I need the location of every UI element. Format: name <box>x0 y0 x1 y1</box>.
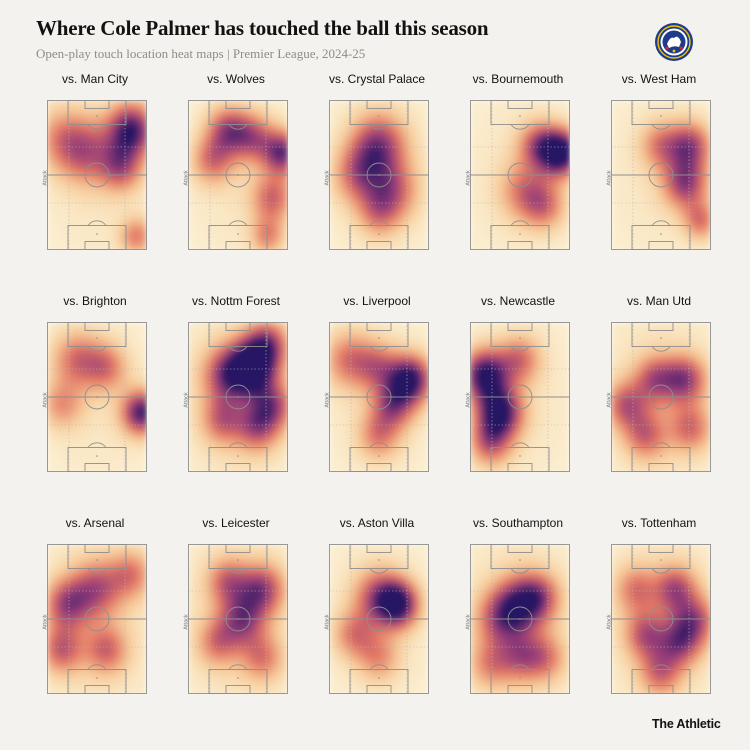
opponent-label: vs. Crystal Palace <box>328 72 426 86</box>
pitch-heatmap <box>470 322 570 472</box>
heatmap-panel: vs. Leicester Attack <box>171 516 301 726</box>
heat-density <box>47 100 147 250</box>
pitch-heatmap <box>329 322 429 472</box>
heat-density <box>470 544 570 694</box>
heatmap-panel: vs. Tottenham Attack <box>594 516 724 726</box>
pitch-heatmap <box>329 100 429 250</box>
pitch-heatmap <box>470 544 570 694</box>
heat-density <box>470 100 570 250</box>
opponent-label: vs. Newcastle <box>480 294 556 308</box>
pitch-heatmap <box>329 544 429 694</box>
heatmap-panel: vs. Man City Attack <box>30 72 160 282</box>
heatmap-panel: vs. Aston Villa Attack <box>312 516 442 726</box>
heatmap-panel: vs. West Ham Attack <box>594 72 724 282</box>
pitch-heatmap <box>47 544 147 694</box>
pitch-heatmap <box>188 544 288 694</box>
heat-density <box>611 544 711 694</box>
pitch-heatmap <box>47 100 147 250</box>
pitch-heatmap <box>47 322 147 472</box>
pitch-heatmap <box>188 100 288 250</box>
opponent-label: vs. Arsenal <box>65 516 125 530</box>
chart-subtitle: Open-play touch location heat maps | Pre… <box>36 46 366 61</box>
opponent-label: vs. Brighton <box>63 294 127 308</box>
heat-density <box>611 100 711 250</box>
pitch-heatmap <box>611 544 711 694</box>
heatmap-panel: vs. Man Utd Attack <box>594 294 724 504</box>
pitch-heatmap <box>470 100 570 250</box>
heatmap-panel: vs. Nottm Forest Attack <box>171 294 301 504</box>
heat-density <box>188 544 288 694</box>
heat-density <box>470 322 570 472</box>
opponent-label: vs. Liverpool <box>343 294 411 308</box>
heatmap-panel: vs. Arsenal Attack <box>30 516 160 726</box>
opponent-label: vs. Wolves <box>207 72 265 86</box>
opponent-label: vs. Man Utd <box>626 294 692 308</box>
heatmap-panel: vs. Brighton Attack <box>30 294 160 504</box>
heatmap-panel: vs. Newcastle Attack <box>453 294 583 504</box>
opponent-label: vs. Aston Villa <box>339 516 415 530</box>
heatmap-panel: vs. Wolves Attack <box>171 72 301 282</box>
heat-density <box>329 544 429 694</box>
brand-logo: The Athletic <box>652 717 721 731</box>
opponent-label: vs. Bournemouth <box>472 72 564 86</box>
heatmap-panel: vs. Liverpool Attack <box>312 294 442 504</box>
opponent-label: vs. West Ham <box>621 72 697 86</box>
heatmap-panel: vs. Southampton Attack <box>453 516 583 726</box>
heatmap-panel: vs. Bournemouth Attack <box>453 72 583 282</box>
opponent-label: vs. Leicester <box>202 516 270 530</box>
chelsea-crest-icon <box>655 23 693 61</box>
pitch-heatmap <box>611 100 711 250</box>
pitch-heatmap <box>611 322 711 472</box>
opponent-label: vs. Nottm Forest <box>191 294 280 308</box>
opponent-label: vs. Southampton <box>472 516 564 530</box>
heatmap-panel: vs. Crystal Palace Attack <box>312 72 442 282</box>
pitch-heatmap <box>188 322 288 472</box>
chart-title: Where Cole Palmer has touched the ball t… <box>36 16 489 40</box>
opponent-label: vs. Tottenham <box>621 516 697 530</box>
opponent-label: vs. Man City <box>61 72 128 86</box>
